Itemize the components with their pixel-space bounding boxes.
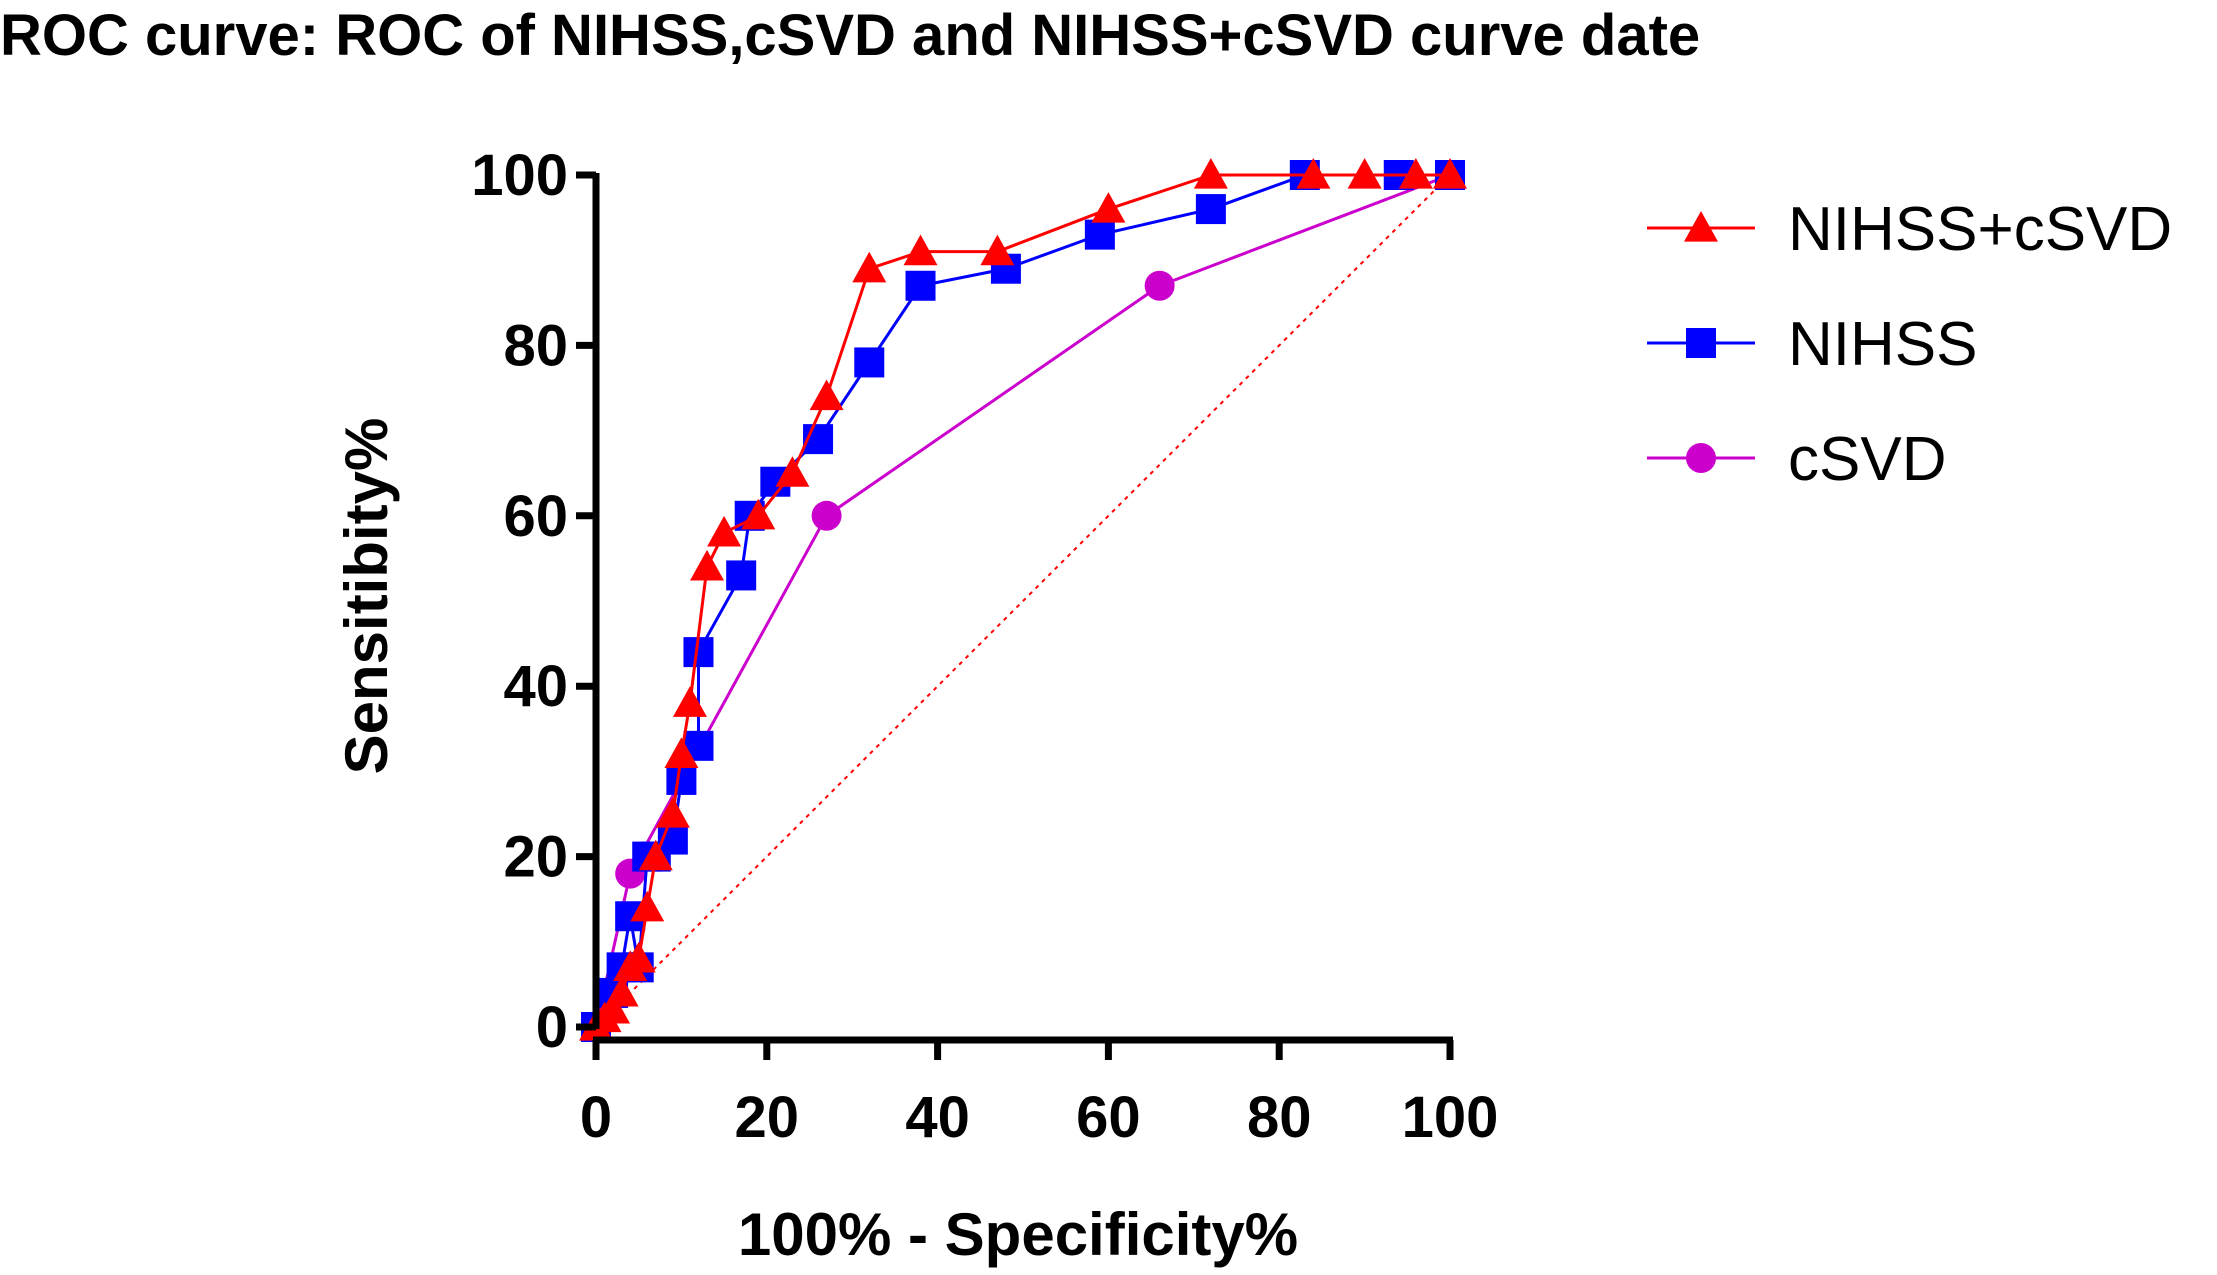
data-point-nihss-csvd [664, 737, 699, 768]
data-point-nihss [666, 764, 697, 795]
data-point-nihss-csvd [638, 839, 673, 871]
x-tick-label: 40 [905, 1085, 970, 1150]
data-point-nihss-csvd [707, 515, 742, 547]
data-point-nihss [1195, 194, 1226, 225]
data-point-nihss-csvd [980, 234, 1015, 266]
legend-marker-csvd [1686, 443, 1716, 473]
legend-label: cSVD [1788, 425, 1946, 494]
data-point-nihss-csvd [1347, 158, 1382, 189]
axes: 0 20 40 60 80 100 0 20 40 60 80 100 [471, 143, 1498, 1150]
legend-item-csvd: cSVD [1647, 425, 1946, 494]
data-point-nihss-csvd [672, 686, 707, 717]
data-point-nihss-csvd [690, 549, 725, 581]
legend-marker-nihss [1686, 328, 1716, 358]
chart-title: ROC curve: ROC of NIHSS,cSVD and NIHSS+c… [0, 3, 1701, 68]
legend: NIHSS+cSVD NIHSS cSVD [1647, 195, 2172, 494]
x-tick-label: 60 [1076, 1085, 1141, 1150]
data-point-nihss-csvd [903, 234, 938, 266]
legend-item-nihss: NIHSS [1647, 310, 1977, 379]
y-tick-label: 80 [503, 313, 568, 378]
data-point-nihss-csvd [741, 498, 776, 530]
data-point-nihss-csvd [809, 379, 844, 411]
data-point-nihss-csvd [1193, 158, 1228, 189]
y-axis-title: Sensitibity% [333, 418, 400, 775]
y-tick-label: 40 [503, 654, 568, 719]
y-tick-label: 0 [536, 995, 568, 1060]
data-point-nihss-csvd [604, 975, 639, 1007]
data-point-nihss [1084, 219, 1115, 250]
data-point-nihss-csvd [775, 456, 810, 487]
y-tick-label: 100 [471, 143, 568, 208]
y-tick-label: 20 [503, 825, 568, 890]
x-tick-label: 0 [580, 1085, 612, 1150]
data-point-nihss-csvd [1091, 192, 1126, 223]
reference-diagonal-line [595, 174, 1451, 1028]
legend-item-nihss-csvd: NIHSS+cSVD [1647, 195, 2172, 264]
data-point-nihss-csvd [1296, 158, 1331, 189]
data-point-nihss-csvd [852, 251, 887, 283]
x-tick-label: 80 [1247, 1085, 1312, 1150]
reference-line-layer [595, 174, 1451, 1028]
data-point-nihss [905, 270, 936, 301]
legend-label: NIHSS [1788, 310, 1977, 379]
x-tick-label: 20 [735, 1085, 800, 1150]
data-point-nihss [854, 347, 885, 378]
data-point-nihss-csvd [596, 992, 631, 1024]
data-point-nihss-csvd [630, 890, 665, 922]
data-point-nihss-csvd [1433, 158, 1467, 189]
legend-label: NIHSS+cSVD [1788, 195, 2172, 264]
x-tick-label: 100 [1402, 1085, 1499, 1150]
legend-marker-nihss-csvd [1684, 211, 1718, 242]
data-point-nihss-csvd [621, 941, 656, 973]
y-tick-label: 60 [503, 484, 568, 549]
x-axis-title: 100% - Specificity% [738, 1201, 1298, 1268]
data-point-nihss [726, 560, 757, 591]
data-point-csvd [811, 500, 842, 531]
series-nihss-csvd [579, 158, 1467, 1041]
data-point-nihss-csvd [1398, 158, 1433, 189]
data-point-csvd [1144, 270, 1175, 301]
data-point-nihss-csvd [655, 797, 690, 828]
